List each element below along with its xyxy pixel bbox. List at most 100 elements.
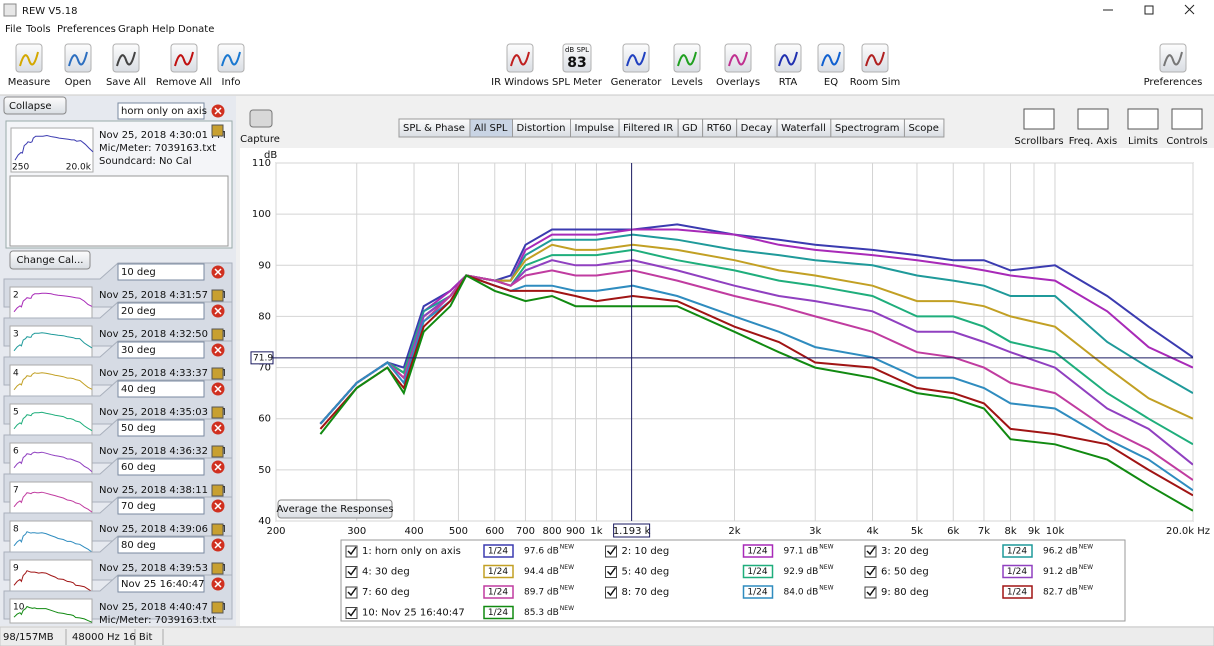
graph-tool-icon[interactable] xyxy=(1171,108,1203,130)
legend-checkbox[interactable] xyxy=(864,545,877,558)
smoothing-box[interactable] xyxy=(483,605,514,620)
name-field[interactable] xyxy=(117,458,205,476)
smoothing-box[interactable] xyxy=(1002,544,1033,558)
x-tick-label: 4k xyxy=(866,526,878,537)
save-icon[interactable] xyxy=(211,523,224,536)
save-icon[interactable] xyxy=(211,484,224,497)
new-tag: NEW xyxy=(819,544,833,551)
thumbnail xyxy=(9,442,93,478)
graph-tab[interactable] xyxy=(903,118,945,138)
close-button[interactable] xyxy=(1184,4,1195,15)
legend-checkbox[interactable] xyxy=(605,566,617,578)
save-icon[interactable] xyxy=(211,406,224,419)
icon-glyph xyxy=(510,51,530,67)
measurement-number: 4 xyxy=(13,369,19,379)
collapse-button[interactable] xyxy=(3,96,67,115)
save-icon[interactable] xyxy=(211,367,224,380)
thumbnail xyxy=(9,598,93,624)
toolbar-label: Preferences xyxy=(1144,77,1203,88)
graph-tool-icon[interactable] xyxy=(1127,108,1159,130)
status-text: 98/157MB xyxy=(3,632,54,643)
legend-value: 97.6 dB xyxy=(524,547,559,557)
response-curve xyxy=(319,274,1193,512)
average-label: Average the Responses xyxy=(276,504,393,515)
toolbar-label: Open xyxy=(65,77,92,88)
toolbar-label: Levels xyxy=(671,77,703,88)
icon-glyph xyxy=(626,51,646,67)
save-icon[interactable] xyxy=(211,328,224,341)
thumb-range: 20.0k xyxy=(66,163,92,173)
name-field[interactable] xyxy=(117,302,205,320)
toolbar-label: Save All xyxy=(106,77,146,88)
average-button[interactable] xyxy=(277,499,393,519)
save-icon[interactable] xyxy=(211,289,224,302)
icon-glyph xyxy=(174,51,194,67)
name-field[interactable] xyxy=(117,575,205,593)
icon-glyph xyxy=(68,51,88,67)
thumbnail xyxy=(10,127,94,173)
maximize-button[interactable] xyxy=(1144,5,1154,15)
smoothing-box[interactable] xyxy=(742,564,774,579)
save-icon[interactable] xyxy=(211,601,224,614)
legend-name: 2: 10 deg xyxy=(622,546,670,557)
graph-tab-label: Spectrogram xyxy=(835,123,900,134)
legend-checkbox[interactable] xyxy=(345,586,358,599)
legend-checkbox[interactable] xyxy=(345,607,358,619)
thumbnail-curve xyxy=(13,570,93,593)
smoothing-label: 1/24 xyxy=(747,547,767,557)
name-field[interactable] xyxy=(117,380,205,398)
legend-checkbox[interactable] xyxy=(605,545,617,558)
y-tick-label: 50 xyxy=(258,465,271,476)
y-tick-label: 100 xyxy=(252,209,271,220)
measurement-date: Nov 25, 2018 4:31:57 PM xyxy=(99,290,226,301)
graph-tool-icon[interactable] xyxy=(1023,108,1055,130)
name-field[interactable] xyxy=(117,419,205,437)
thumbnail xyxy=(9,325,93,361)
toolbar-label: Remove All xyxy=(156,77,212,88)
save-icon[interactable] xyxy=(211,562,224,575)
icon-glyph xyxy=(19,51,39,67)
save-icon[interactable] xyxy=(211,445,224,458)
name-field[interactable] xyxy=(117,263,205,281)
save-icon[interactable] xyxy=(211,124,224,137)
new-tag: NEW xyxy=(819,585,833,592)
remove-x xyxy=(214,346,222,354)
y-axis-label: dB xyxy=(264,150,277,161)
smoothing-box[interactable] xyxy=(483,564,514,579)
graph-tool-icon[interactable] xyxy=(1077,108,1109,130)
measurement-mic: Mic/Meter: 7039163.txt xyxy=(99,143,216,154)
smoothing-box[interactable] xyxy=(1002,585,1033,599)
thumbnail-curve xyxy=(13,332,93,352)
legend-checkbox[interactable] xyxy=(605,586,617,599)
measurement-name: Nov 25 16:40:47 xyxy=(121,579,205,590)
name-field[interactable] xyxy=(117,341,205,359)
icon-glyph xyxy=(728,51,748,67)
response-curve xyxy=(319,269,1193,481)
change-cal-button[interactable] xyxy=(9,250,91,270)
thumbnail xyxy=(9,403,93,439)
name-field[interactable] xyxy=(117,497,205,515)
toolbar-icon[interactable] xyxy=(562,43,592,73)
smoothing-box[interactable] xyxy=(742,544,774,558)
spl-reading: 83 xyxy=(567,55,586,71)
legend-checkbox[interactable] xyxy=(864,566,877,578)
capture-icon[interactable] xyxy=(249,109,273,128)
smoothing-box[interactable] xyxy=(483,544,514,558)
smoothing-box[interactable] xyxy=(1002,564,1033,579)
name-field[interactable] xyxy=(117,102,205,120)
new-tag: NEW xyxy=(560,564,574,571)
legend-checkbox[interactable] xyxy=(345,545,358,558)
name-field[interactable] xyxy=(117,536,205,554)
measurement-name: 80 deg xyxy=(121,540,156,551)
new-tag: NEW xyxy=(560,585,574,592)
measurement-name: 70 deg xyxy=(121,501,156,512)
smoothing-box[interactable] xyxy=(483,585,514,599)
remove-x xyxy=(214,424,222,432)
legend-checkbox[interactable] xyxy=(345,566,358,578)
measurement-name: horn only on axis xyxy=(121,106,207,117)
graph-tool-label: Limits xyxy=(1128,136,1158,147)
legend-checkbox[interactable] xyxy=(864,586,877,599)
smoothing-box[interactable] xyxy=(742,585,774,599)
toolbar xyxy=(0,37,1214,95)
